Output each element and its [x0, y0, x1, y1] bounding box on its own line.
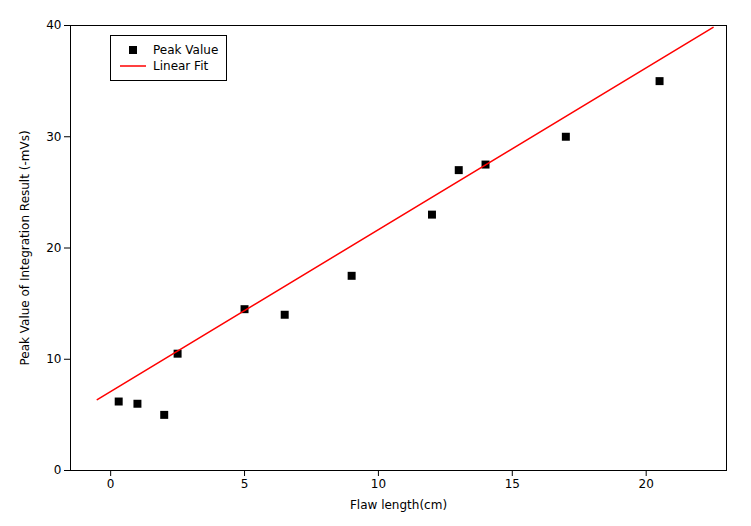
svg-text:15: 15: [505, 477, 520, 491]
svg-text:20: 20: [639, 477, 654, 491]
svg-text:40: 40: [46, 18, 61, 32]
svg-text:Flaw length(cm): Flaw length(cm): [350, 498, 447, 512]
html-text:Peak Value: Peak Value: [153, 43, 219, 57]
svg-text:30: 30: [46, 130, 61, 144]
svg-text:20: 20: [46, 241, 61, 255]
svg-text:5: 5: [241, 477, 249, 491]
svg-text:10: 10: [371, 477, 386, 491]
svg-text:0: 0: [54, 463, 62, 477]
svg-text:Peak Value of Integration Resu: Peak Value of Integration Result (-mVs): [18, 130, 32, 365]
svg-text:0: 0: [107, 477, 115, 491]
svg-text:10: 10: [46, 352, 61, 366]
html-text:Linear Fit: Linear Fit: [153, 59, 209, 73]
